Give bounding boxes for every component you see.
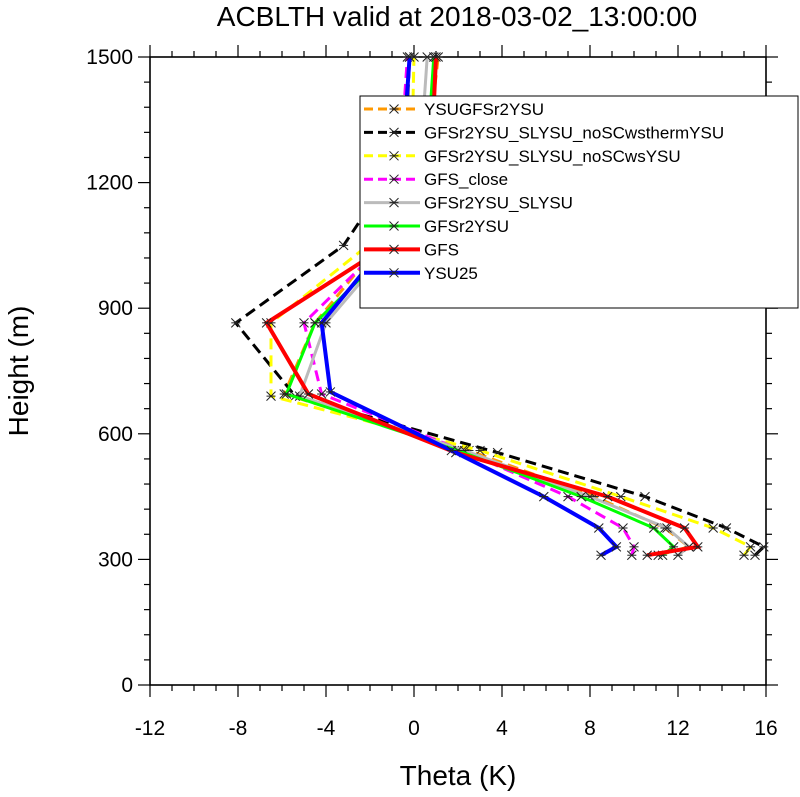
- data-point: [662, 523, 672, 533]
- series-lines: [230, 52, 769, 561]
- x-tick-label: 8: [584, 717, 596, 740]
- legend: YSUGFSr2YSU GFSr2YSU_SLYSU_noSCwsthermYSU…: [359, 95, 799, 309]
- data-point: [389, 244, 399, 255]
- axis-tick-labels: -12 -8 -4 0 4 8 12 16 0 300 600 900 1200 1500: [86, 46, 777, 740]
- legend-entry: GFSr2YSU_SLYSU: [424, 194, 573, 213]
- data-point: [640, 491, 650, 502]
- data-point: [230, 317, 241, 328]
- legend-entry: YSU25: [424, 264, 478, 283]
- legend-entry: GFSr2YSU_SLYSU_noSCwsthermYSU: [424, 123, 724, 142]
- data-point: [389, 104, 399, 114]
- data-point: [338, 240, 349, 251]
- data-point: [611, 541, 622, 552]
- y-tick-label: 600: [98, 423, 133, 446]
- data-point: [303, 389, 314, 399]
- data-point: [389, 150, 399, 161]
- data-point: [629, 541, 639, 552]
- legend-entry: GFSr2YSU_SLYSU_noSCwsYSU: [424, 147, 681, 166]
- x-tick-label: 12: [666, 717, 689, 740]
- data-point: [389, 174, 399, 185]
- y-tick-label: 900: [98, 297, 133, 320]
- data-point: [404, 52, 415, 62]
- data-point: [602, 491, 613, 502]
- x-tick-label: -12: [135, 717, 165, 740]
- data-point: [446, 445, 457, 456]
- data-point: [593, 523, 604, 533]
- data-point: [745, 541, 756, 552]
- data-point: [576, 491, 587, 502]
- data-point: [389, 127, 399, 138]
- x-tick-label: 16: [754, 717, 777, 740]
- data-point: [626, 550, 637, 561]
- chart-title: ACBLTH valid at 2018-03-02_13:00:00: [217, 1, 697, 32]
- data-point: [708, 523, 719, 533]
- x-axis-label: Theta (K): [400, 760, 517, 791]
- data-point: [750, 550, 760, 561]
- data-point: [721, 523, 732, 533]
- y-tick-label: 0: [121, 674, 133, 697]
- x-tick-label: 0: [408, 717, 420, 740]
- data-point: [596, 550, 606, 561]
- data-point: [679, 523, 690, 533]
- y-tick-label: 1200: [86, 172, 133, 195]
- legend-entry: GFS_close: [424, 170, 508, 189]
- legend-entry: YSUGFSr2YSU: [424, 100, 544, 119]
- x-tick-label: 4: [496, 717, 508, 740]
- data-point: [692, 541, 703, 552]
- x-tick-label: -4: [317, 717, 336, 740]
- data-point: [538, 491, 549, 502]
- data-point: [316, 317, 327, 328]
- data-point: [642, 550, 653, 561]
- legend-frame: [359, 95, 799, 309]
- y-axis-label: Height (m): [3, 306, 34, 437]
- data-point: [739, 550, 749, 561]
- data-point: [758, 541, 769, 552]
- data-point: [648, 523, 659, 533]
- data-point: [281, 389, 292, 399]
- data-point: [618, 523, 628, 533]
- data-point: [266, 391, 276, 401]
- y-tick-label: 300: [98, 548, 133, 571]
- x-tick-label: -8: [229, 717, 248, 740]
- data-point: [431, 52, 441, 62]
- legend-entry: GFSr2YSU: [424, 217, 509, 236]
- data-point: [389, 197, 399, 208]
- data-point: [325, 387, 336, 397]
- data-point: [261, 317, 272, 328]
- data-point: [389, 267, 399, 278]
- data-point: [389, 221, 399, 231]
- y-tick-label: 1500: [86, 46, 133, 69]
- series-line-GFS_close: [302, 56, 636, 556]
- data-point: [299, 317, 309, 328]
- legend-entry: GFS: [424, 240, 459, 259]
